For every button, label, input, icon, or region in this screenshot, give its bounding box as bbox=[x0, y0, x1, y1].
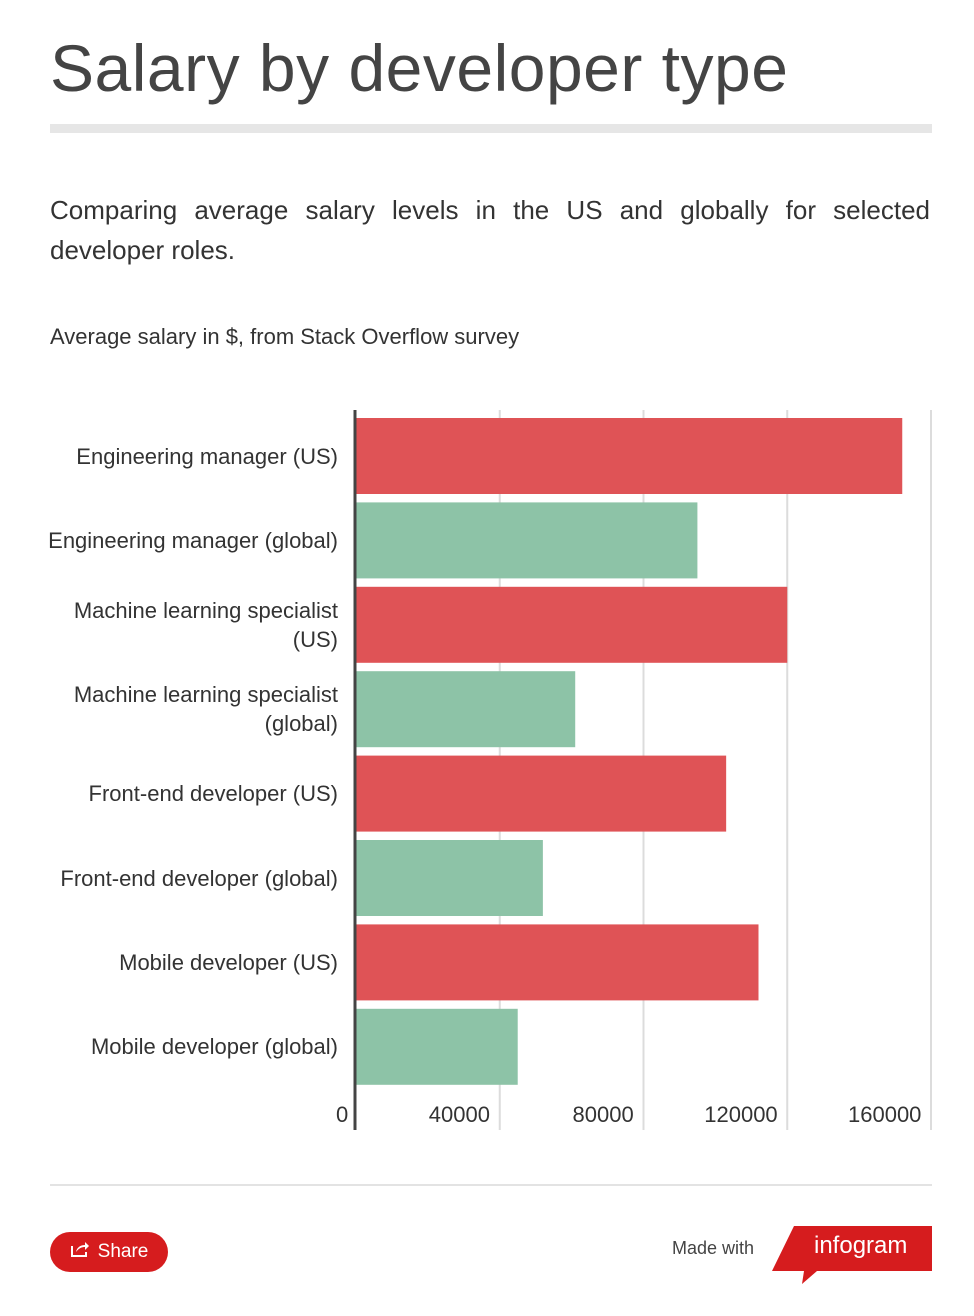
infogram-brand: infogram bbox=[814, 1232, 908, 1259]
page-title: Salary by developer type bbox=[50, 31, 789, 105]
bar-US bbox=[356, 924, 759, 1001]
category-label: Mobile developer (global) bbox=[90, 1034, 338, 1060]
category-label: Mobile developer (US) bbox=[119, 949, 338, 975]
bar-US bbox=[356, 418, 903, 494]
bar-global bbox=[356, 1008, 518, 1085]
category-label: Machine learning specialist (global) bbox=[73, 682, 338, 737]
bar-US bbox=[356, 586, 788, 663]
bar-global bbox=[356, 502, 698, 579]
category-label: Engineering manager (US) bbox=[76, 443, 338, 469]
category-label: Machine learning specialist (US) bbox=[73, 597, 338, 652]
category-label: Front-end developer (global) bbox=[60, 865, 338, 891]
infogram-logo[interactable]: infogram bbox=[772, 1226, 932, 1286]
share-icon bbox=[70, 1240, 90, 1264]
description: Comparing average salary levels in the U… bbox=[50, 195, 930, 265]
bar-global bbox=[356, 840, 543, 916]
made-with-text: Made with bbox=[672, 1238, 755, 1258]
category-label: Front-end developer (US) bbox=[88, 781, 338, 807]
x-tick-label: 160000 bbox=[848, 1102, 922, 1127]
x-tick-label: 80000 bbox=[572, 1102, 634, 1127]
title-divider bbox=[50, 124, 932, 133]
x-tick-label: 40000 bbox=[428, 1102, 490, 1127]
share-label: Share bbox=[97, 1241, 149, 1262]
x-tick-label: 120000 bbox=[704, 1102, 778, 1127]
x-tick-label: 0 bbox=[336, 1102, 349, 1127]
chart-title: Average salary in $, from Stack Overflow… bbox=[50, 324, 520, 349]
bar-US bbox=[356, 755, 727, 832]
category-label: Engineering manager (global) bbox=[48, 527, 338, 553]
bar-global bbox=[356, 671, 576, 748]
footer-divider bbox=[50, 1184, 932, 1186]
share-button[interactable]: Share bbox=[50, 1232, 168, 1272]
